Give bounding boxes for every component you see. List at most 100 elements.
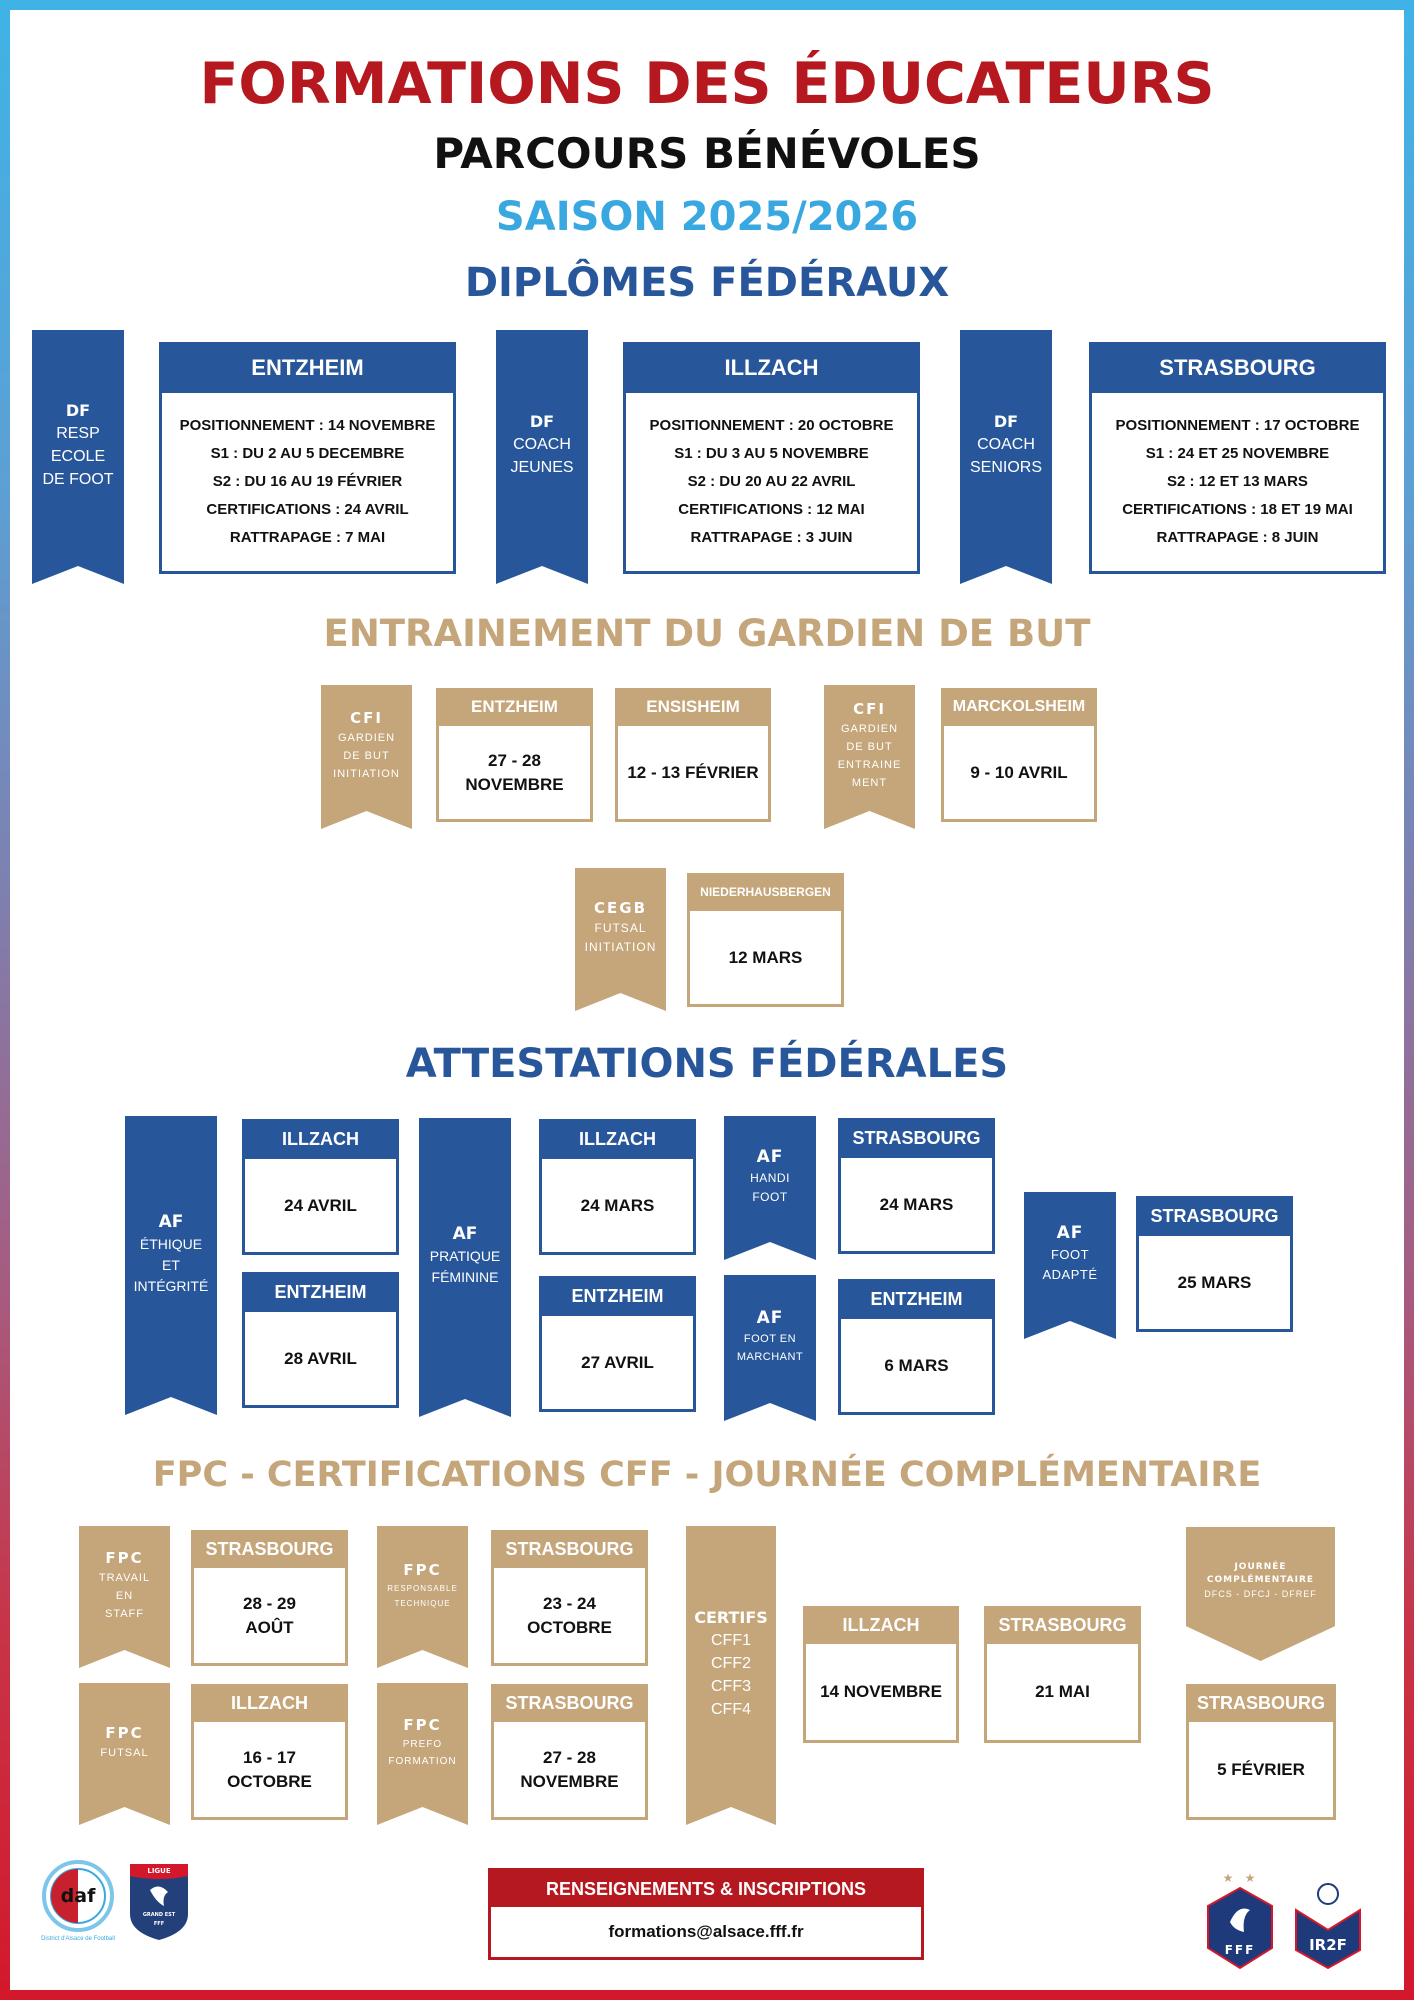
session-date-line: S1 : 24 ET 25 NOVEMBRE xyxy=(1145,445,1330,462)
session-location: STRASBOURG xyxy=(491,1530,648,1568)
ribbon-label: FPC FUTSAL xyxy=(79,1683,170,1825)
ribbon-subtitle: ADAPTÉ xyxy=(1042,1267,1098,1282)
contact-box: RENSEIGNEMENTS & INSCRIPTIONS formations… xyxy=(488,1868,924,1960)
ribbon-label: FPC RESPONSABLE TECHNIQUE xyxy=(377,1526,468,1668)
ribbon-subtitle: ECOLE xyxy=(50,447,106,465)
session-location: ENSISHEIM xyxy=(615,688,771,726)
session-date-line: 24 MARS xyxy=(879,1194,954,1214)
session-location: STRASBOURG xyxy=(1186,1684,1336,1722)
session-date-line: 25 MARS xyxy=(1177,1272,1252,1292)
session-card: ILLZACH 14 NOVEMBRE xyxy=(803,1606,959,1743)
session-location: ENTZHEIM xyxy=(838,1279,995,1319)
session-card: ILLZACH POSITIONNEMENT : 20 OCTOBRE S1 : D… xyxy=(623,342,920,574)
session-card: ENTZHEIM 27 AVRIL xyxy=(539,1276,696,1412)
rooster-icon xyxy=(1230,1908,1250,1932)
ribbon-subtitle: ET xyxy=(162,1256,180,1273)
session-date-line: CERTIFICATIONS : 12 MAI xyxy=(678,501,865,518)
session-dates: 21 MAI xyxy=(987,1644,1138,1740)
session-date-line: AOÛT xyxy=(245,1617,294,1637)
session-date-line: POSITIONNEMENT : 20 OCTOBRE xyxy=(649,417,894,434)
session-dates: 12 MARS xyxy=(690,911,841,1004)
fff-logo-text: FFF xyxy=(1225,1943,1256,1957)
ribbon-title: DF xyxy=(65,400,91,420)
ribbon-subtitle: FOOT xyxy=(752,1189,788,1204)
ribbon-subtitle: CFF2 xyxy=(711,1654,751,1672)
ribbon-subtitle: PRATIQUE xyxy=(429,1248,501,1264)
session-location: STRASBOURG xyxy=(984,1606,1141,1644)
session-location: STRASBOURG xyxy=(1136,1196,1293,1236)
ribbon-label: AF HANDI FOOT xyxy=(724,1116,816,1260)
ribbon-label: DF COACH SENIORS xyxy=(960,330,1052,584)
ribbon-title: DF xyxy=(529,412,555,431)
ribbon-subtitle: JEUNES xyxy=(510,459,574,476)
ribbon-subtitle: INTÉGRITÉ xyxy=(133,1277,209,1294)
session-date-line: 14 NOVEMBRE xyxy=(820,1682,942,1701)
ligue-grand-est-logo: LIGUE GRAND EST FFF xyxy=(130,1864,188,1940)
session-card: STRASBOURG 5 FÉVRIER xyxy=(1186,1684,1336,1820)
ribbon-subtitle: FORMATION xyxy=(388,1755,457,1767)
ribbon-label: CFI GARDIEN DE BUT ENTRAINE MENT xyxy=(824,685,915,829)
session-location: ILLZACH xyxy=(803,1606,959,1644)
ribbon-title: FPC xyxy=(403,1560,442,1579)
ribbon-label: DF RESP ECOLE DE FOOT xyxy=(32,330,124,584)
session-location: NIEDERHAUSBERGEN xyxy=(687,873,844,911)
session-dates: 14 NOVEMBRE xyxy=(806,1644,956,1740)
ribbon-subtitle: FOOT xyxy=(1050,1247,1090,1262)
banner-title: COMPLÉMENTAIRE xyxy=(1206,1575,1315,1585)
session-location: ILLZACH xyxy=(191,1684,348,1722)
session-card: STRASBOURG 27 - 28 NOVEMBRE xyxy=(491,1684,648,1820)
session-location: ILLZACH xyxy=(623,342,920,393)
session-date-line: S1 : DU 3 AU 5 NOVEMBRE xyxy=(674,445,869,462)
session-dates: 27 AVRIL xyxy=(542,1316,693,1409)
session-date-line: POSITIONNEMENT : 17 OCTOBRE xyxy=(1115,417,1360,434)
section-title-fpc: FPC - CERTIFICATIONS CFF - JOURNÉE COMPL… xyxy=(152,1455,1262,1495)
session-card: ENTZHEIM 27 - 28 NOVEMBRE xyxy=(436,688,593,822)
ribbon-subtitle: CFF3 xyxy=(711,1677,751,1695)
ribbon-label: CFI GARDIEN DE BUT INITIATION xyxy=(321,685,412,829)
section-title-gardien: ENTRAINEMENT DU GARDIEN DE BUT xyxy=(323,612,1091,655)
ribbon-title: CFI xyxy=(853,699,886,718)
page-subtitle: PARCOURS BÉNÉVOLES xyxy=(433,129,981,178)
session-dates: 6 MARS xyxy=(841,1319,992,1412)
daf-logo-text: daf xyxy=(61,1885,96,1907)
contact-email-link[interactable]: formations@alsace.fff.fr xyxy=(608,1922,804,1941)
session-dates: 27 - 28 NOVEMBRE xyxy=(494,1722,645,1817)
session-dates: 12 - 13 FÉVRIER xyxy=(618,726,768,819)
ribbon-subtitle: TECHNIQUE xyxy=(394,1598,451,1608)
session-location: STRASBOURG xyxy=(1089,342,1386,393)
daf-logo: daf District d'Alsace de Football xyxy=(41,1860,115,1942)
session-dates: POSITIONNEMENT : 20 OCTOBRE S1 : DU 3 AU … xyxy=(626,393,917,571)
ribbon-label: DF COACH JEUNES xyxy=(496,330,588,584)
ribbon-subtitle: STAFF xyxy=(104,1607,144,1620)
session-date-line: 23 - 24 xyxy=(543,1593,596,1613)
ribbon-label: AF FOOT ADAPTÉ xyxy=(1024,1192,1116,1339)
session-date-line: OCTOBRE xyxy=(527,1617,612,1637)
session-location: ENTZHEIM xyxy=(539,1276,696,1316)
ribbon-title: FPC xyxy=(105,1723,144,1742)
ribbon-title: CEGB xyxy=(594,899,647,917)
session-card: ENTZHEIM 28 AVRIL xyxy=(242,1272,399,1408)
ribbon-subtitle: EN xyxy=(115,1589,134,1602)
ribbon-label: CEGB FUTSAL INITIATION xyxy=(575,868,666,1011)
session-location: ENTZHEIM xyxy=(159,342,456,393)
ribbon-subtitle: RESPONSABLE xyxy=(387,1583,458,1593)
session-dates: 9 - 10 AVRIL xyxy=(944,726,1094,819)
session-date-line: 24 AVRIL xyxy=(284,1195,357,1215)
session-date-line: 27 - 28 xyxy=(543,1747,596,1767)
session-dates: 23 - 24 OCTOBRE xyxy=(494,1568,645,1663)
session-location: ENTZHEIM xyxy=(242,1272,399,1312)
session-card: ILLZACH 24 MARS xyxy=(539,1119,696,1255)
ribbon-label: FPC PREFO FORMATION xyxy=(377,1683,468,1825)
session-dates: 25 MARS xyxy=(1139,1236,1290,1329)
ribbon-subtitle: FUTSAL xyxy=(594,921,647,935)
session-date-line: 12 MARS xyxy=(728,947,803,967)
session-card: STRASBOURG 24 MARS xyxy=(838,1118,995,1254)
session-dates: 5 FÉVRIER xyxy=(1189,1722,1333,1817)
ribbon-subtitle: MENT xyxy=(851,776,888,789)
session-date-line: 27 AVRIL xyxy=(581,1352,654,1372)
ribbon-label: FPC TRAVAIL EN STAFF xyxy=(79,1526,170,1668)
session-dates: 24 MARS xyxy=(841,1158,992,1251)
ribbon-title: FPC xyxy=(105,1548,144,1567)
session-date-line: RATTRAPAGE : 3 JUIN xyxy=(690,529,853,546)
session-date-line: 6 MARS xyxy=(884,1355,949,1375)
